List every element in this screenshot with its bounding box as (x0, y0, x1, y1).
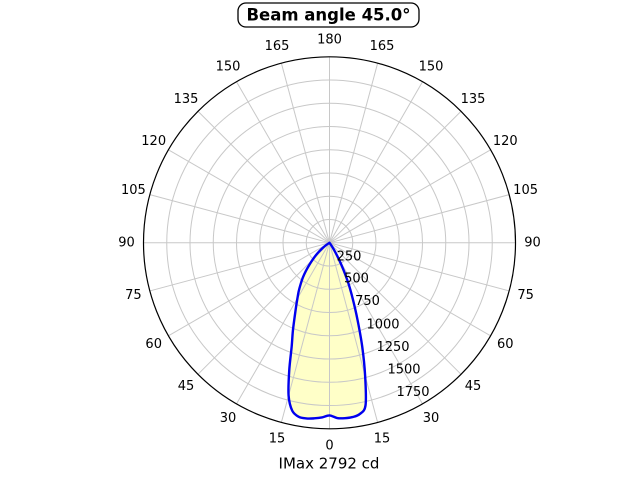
theta-gridline (329, 242, 462, 375)
theta-tick-label: 75 (517, 288, 534, 303)
beam-fill (288, 242, 366, 419)
theta-tick-label: 45 (178, 379, 195, 394)
r-tick-label: 1000 (366, 318, 399, 333)
theta-gridline (329, 242, 510, 292)
theta-gridline (329, 242, 491, 337)
theta-tick-label: 0 (325, 438, 333, 453)
r-tick-label: 750 (355, 294, 380, 309)
r-tick-label: 500 (344, 272, 369, 287)
theta-tick-label: 90 (118, 235, 135, 250)
theta-tick-label: 165 (265, 39, 290, 54)
polar-grid (143, 56, 516, 429)
title-box (237, 2, 420, 28)
theta-gridline (149, 242, 330, 292)
theta-tick-label: 135 (174, 92, 199, 107)
theta-tick-label: 180 (317, 32, 342, 47)
r-tick-labels: 250 500 750 1000 1250 1500 1750 (337, 250, 430, 401)
theta-tick-label: 120 (493, 134, 518, 149)
theta-tick-label: 150 (419, 60, 444, 75)
theta-gridline (197, 242, 330, 375)
r-tick-label: 1250 (376, 340, 409, 355)
theta-tick-label: 15 (269, 431, 286, 446)
theta-gridline (236, 81, 330, 244)
theta-tick-label: 15 (374, 431, 391, 446)
theta-tick-label: 105 (121, 183, 146, 198)
theta-gridline (168, 149, 330, 244)
theta-gridline (329, 63, 379, 243)
theta-tick-label: 60 (497, 337, 514, 352)
theta-tick-label: 60 (145, 337, 162, 352)
theta-tick-label: 45 (465, 379, 482, 394)
beam-curve (287, 241, 368, 420)
theta-tick-label: 120 (141, 134, 166, 149)
chart-title: Beam angle 45.0° (246, 6, 410, 25)
r-tick-label: 250 (337, 250, 362, 265)
theta-tick-label: 75 (125, 288, 142, 303)
theta-gridline (329, 110, 462, 244)
theta-tick-label: 150 (216, 60, 241, 75)
theta-gridline (197, 110, 330, 244)
theta-tick-labels: 0 15 15 30 30 45 45 60 60 75 75 90 90 105 105 120 120 135… (118, 32, 541, 453)
theta-gridline (329, 81, 423, 244)
chart-layer: 0 15 15 30 30 45 45 60 60 75 75 90 90 105 105 120 120 135… (118, 32, 541, 453)
r-tick-label: 1500 (387, 363, 420, 378)
theta-gridline (329, 194, 510, 244)
theta-gridline (329, 149, 491, 244)
theta-gridline (168, 242, 330, 337)
theta-gridline (149, 194, 330, 244)
theta-gridline (329, 242, 423, 405)
theta-tick-label: 135 (461, 92, 486, 107)
theta-tick-label: 165 (370, 39, 395, 54)
theta-tick-label: 105 (513, 183, 538, 198)
r-tick-label: 1750 (396, 385, 429, 400)
theta-tick-label: 30 (423, 411, 440, 426)
outer-circle (142, 56, 517, 430)
imax-label: IMax 2792 cd (279, 455, 380, 473)
theta-gridline (236, 242, 330, 405)
theta-gridline (280, 63, 330, 243)
theta-gridline (329, 242, 379, 423)
theta-tick-label: 90 (524, 235, 541, 250)
theta-tick-label: 30 (220, 411, 237, 426)
